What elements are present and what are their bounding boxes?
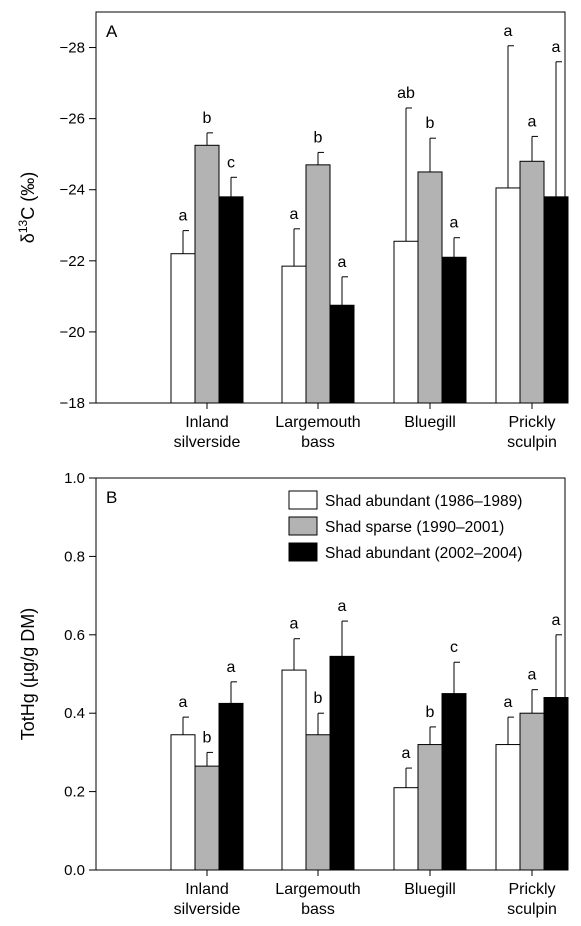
x-tick-label: Prickly (508, 414, 555, 431)
significance-label: a (504, 23, 513, 40)
significance-label: a (450, 215, 459, 232)
bar (170, 734, 196, 871)
panel-label: A (106, 22, 118, 41)
bar (495, 187, 521, 404)
bar (218, 196, 244, 404)
significance-label: b (314, 690, 323, 707)
bar (519, 160, 545, 404)
legend-swatch (288, 490, 318, 510)
significance-label: a (338, 598, 347, 615)
y-tick-label: −20 (60, 324, 85, 341)
significance-label: b (203, 110, 212, 127)
bar (417, 171, 443, 404)
x-tick-label: silverside (174, 434, 241, 451)
x-tick-label: bass (301, 901, 335, 918)
bar (281, 265, 307, 404)
chart-panel-A: −28 −26 −24 −22 −20 −18 Inland silverside Largem… (16, 11, 569, 451)
legend-label: Shad sparse (1990–2001) (325, 519, 504, 536)
bar (543, 697, 569, 871)
bar (441, 693, 467, 871)
bar (218, 702, 244, 871)
x-tick-label: silverside (174, 901, 241, 918)
significance-label: c (450, 639, 458, 656)
x-tick-label: Bluegill (404, 414, 456, 431)
y-tick-label: 1.0 (64, 470, 85, 487)
y-tick-label: 0.6 (64, 627, 85, 644)
y-tick-label: 0.0 (64, 862, 85, 879)
x-tick-label: sculpin (507, 901, 557, 918)
significance-label: b (314, 129, 323, 146)
bar (305, 734, 331, 871)
x-tick-label: bass (301, 434, 335, 451)
y-axis-label: δ13C (‰) (16, 172, 38, 243)
bar (305, 164, 331, 404)
significance-label: a (179, 208, 188, 225)
bar (495, 744, 521, 871)
y-axis-label: TotHg (µg/g DM) (18, 608, 38, 740)
legend-swatch (288, 542, 318, 562)
y-tick-label: 0.4 (64, 705, 85, 722)
chart-panel-B: 0.0 0.2 0.4 0.6 0.8 1.0 Inland silverside Largem… (18, 470, 569, 918)
significance-label: a (338, 254, 347, 271)
bar (329, 655, 355, 871)
x-tick-label: Largemouth (275, 881, 360, 898)
x-tick-label: Bluegill (404, 881, 456, 898)
legend-label: Shad abundant (1986–1989) (325, 493, 522, 510)
bar (519, 712, 545, 871)
significance-label: ab (397, 85, 415, 102)
bar (170, 253, 196, 404)
x-tick-label: Inland (185, 414, 229, 431)
significance-label: a (402, 745, 411, 762)
x-tick-label: Prickly (508, 881, 555, 898)
bar (194, 765, 220, 871)
significance-label: a (227, 659, 236, 676)
y-tick-label: −26 (60, 111, 85, 128)
significance-label: b (203, 729, 212, 746)
significance-label: c (227, 154, 235, 171)
significance-label: a (290, 206, 299, 223)
y-tick-label: −28 (60, 40, 85, 57)
significance-label: a (290, 616, 299, 633)
legend-label: Shad abundant (2002–2004) (325, 545, 522, 562)
x-tick-label: sculpin (507, 434, 557, 451)
significance-label: a (179, 694, 188, 711)
bar (329, 304, 355, 404)
bar (543, 196, 569, 404)
legend-swatch (288, 516, 318, 536)
y-tick-label: 0.8 (64, 548, 85, 565)
panel-label: B (106, 488, 117, 507)
significance-label: a (504, 694, 513, 711)
bar (417, 744, 443, 871)
y-tick-label: −24 (60, 182, 85, 199)
bar (441, 256, 467, 404)
y-tick-label: 0.2 (64, 784, 85, 801)
bar (393, 787, 419, 871)
significance-label: a (552, 612, 561, 629)
bar (281, 669, 307, 871)
bar (194, 144, 220, 404)
significance-label: a (528, 667, 537, 684)
significance-label: a (528, 113, 537, 130)
significance-label: b (426, 704, 435, 721)
y-tick-label: −18 (60, 395, 85, 412)
significance-label: a (552, 39, 561, 56)
bar (393, 240, 419, 404)
significance-label: b (426, 115, 435, 132)
y-tick-label: −22 (60, 253, 85, 270)
x-tick-label: Inland (185, 881, 229, 898)
x-tick-label: Largemouth (275, 414, 360, 431)
